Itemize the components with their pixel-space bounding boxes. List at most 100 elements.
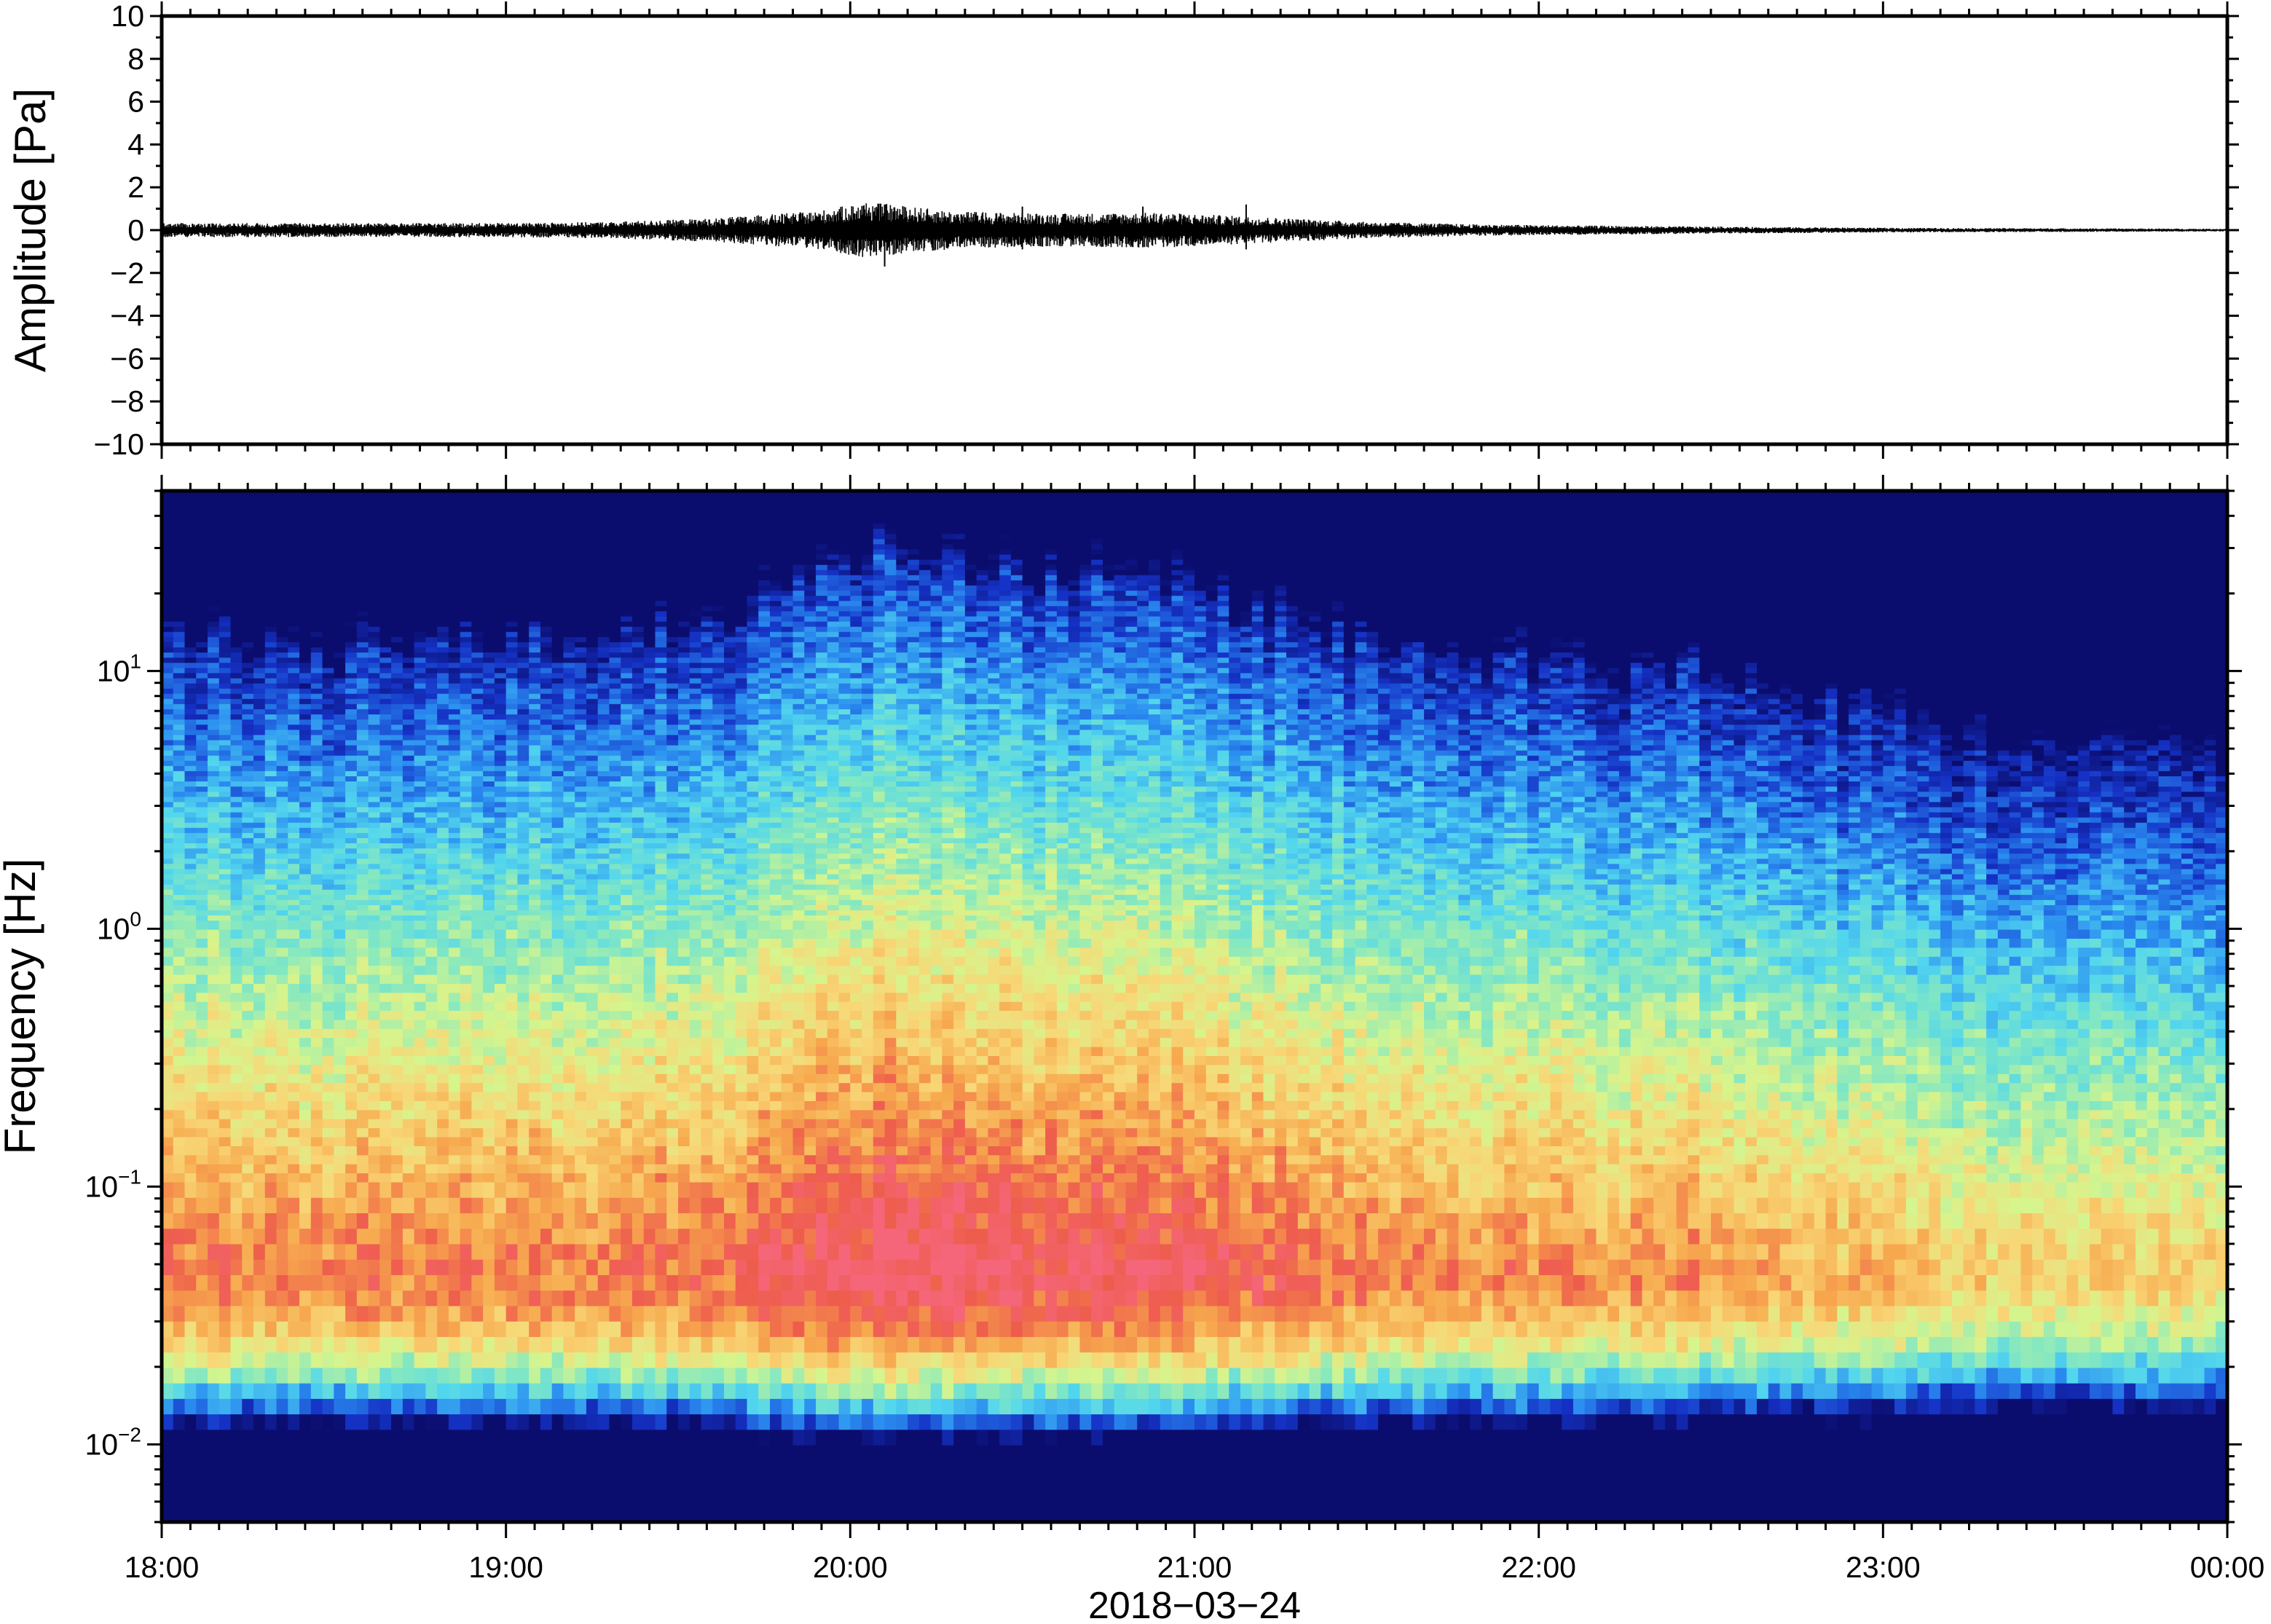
spectrogram-cell (483, 1163, 495, 1174)
spectrogram-cell (483, 585, 495, 591)
spectrogram-cell (322, 559, 335, 565)
spectrogram-cell (471, 1382, 484, 1399)
spectrogram-cell (208, 816, 220, 823)
spectrogram-cell (173, 667, 186, 674)
spectrogram-cell (264, 1197, 278, 1213)
spectrogram-cell (460, 734, 473, 741)
spectrogram-cell (505, 1037, 519, 1047)
spectrogram-cell (288, 719, 300, 725)
spectrogram-cell (299, 770, 312, 776)
spectrogram-cell (540, 947, 553, 957)
spectrogram-cell (517, 1320, 530, 1337)
spectrogram-cell (529, 868, 541, 875)
spectrogram-cell (437, 1055, 449, 1065)
spectrogram-cell (322, 1491, 335, 1507)
spectrogram-cell (334, 1429, 346, 1446)
spectrogram-cell (517, 703, 530, 709)
spectrogram-cell (529, 1460, 541, 1477)
spectrogram-cell (162, 974, 174, 984)
spectrogram-cell (551, 518, 564, 524)
spectrogram-cell (253, 508, 266, 513)
spectrogram-cell (230, 1382, 243, 1399)
spectrogram-cell (379, 920, 392, 930)
spectrogram-cell (402, 1228, 415, 1245)
spectrogram-cell (414, 744, 427, 751)
spectrogram-cell (529, 1037, 541, 1047)
spectrogram-cell (529, 1258, 541, 1275)
spectrogram-cell (356, 729, 369, 736)
spectrogram-cell (460, 853, 473, 859)
spectrogram-cell (322, 1100, 335, 1111)
spectrogram-cell (356, 1429, 369, 1446)
spectrogram-cell (253, 1127, 266, 1138)
spectrogram-cell (529, 947, 541, 957)
spectrogram-cell (563, 1181, 575, 1198)
spectrogram-cell (551, 590, 564, 596)
spectrogram-cell (517, 827, 530, 833)
spectrogram-cell (505, 585, 519, 591)
spectrogram-cell (402, 626, 415, 632)
spectrogram-cell (483, 739, 495, 746)
spectrogram-cell (288, 1118, 300, 1129)
spectrogram-cell (242, 1028, 254, 1038)
spectrogram-cell (471, 528, 484, 535)
spectrogram-cell (276, 1163, 289, 1174)
spectrogram-cell (379, 863, 392, 870)
spectrogram-cell (322, 1398, 335, 1415)
spectrogram-cell (219, 543, 232, 550)
spectrogram-cell (345, 929, 358, 939)
spectrogram-cell (368, 553, 381, 560)
spectrogram-cell (173, 816, 186, 823)
spectrogram-cell (551, 868, 564, 875)
spectrogram-cell (356, 672, 369, 679)
spectrogram-cell (483, 744, 495, 751)
spectrogram-cell (242, 1127, 254, 1138)
spectrogram-cell (264, 1082, 278, 1092)
spectrogram-cell (264, 1055, 278, 1065)
spectrogram-cell (448, 1136, 461, 1146)
spectrogram-cell (184, 938, 197, 948)
spectrogram-cell (334, 600, 346, 607)
spectrogram-cell (540, 642, 553, 647)
spectrogram-cell (483, 1109, 495, 1119)
spectrogram-cell (505, 610, 519, 617)
spectrogram-cell (368, 682, 381, 689)
spectrogram-cell (299, 513, 312, 519)
spectrogram-cell (242, 878, 254, 885)
spectrogram-cell (288, 837, 300, 844)
spectrogram-cell (437, 1163, 449, 1174)
spectrogram-cell (517, 1091, 530, 1102)
spectrogram-cell (253, 1118, 266, 1129)
spectrogram-cell (162, 543, 174, 550)
spectrogram-cell (334, 837, 346, 844)
spectrogram-cell (414, 672, 427, 679)
spectrogram-cell (379, 811, 392, 818)
spectrogram-cell (540, 791, 553, 797)
spectrogram-cell (288, 888, 300, 895)
spectrogram-cell (208, 677, 220, 684)
spectrogram-cell (379, 1136, 392, 1146)
spectrogram-cell (379, 749, 392, 756)
spectrogram-cell (379, 1320, 392, 1337)
spectrogram-cell (517, 1352, 530, 1368)
spectrogram-cell (505, 806, 519, 813)
spectrogram-cell (253, 1055, 266, 1065)
spectrogram-cell (299, 781, 312, 787)
spectrogram-cell (219, 553, 232, 560)
spectrogram-cell (402, 910, 415, 916)
spectrogram-cell (184, 983, 197, 993)
spectrogram-cell (356, 1037, 369, 1047)
spectrogram-cell (494, 1001, 507, 1012)
spectrogram-cell (540, 1037, 553, 1047)
spectrogram-cell (540, 518, 553, 524)
spectrogram-cell (414, 1118, 427, 1129)
spectrogram-cell (505, 687, 519, 694)
spectrogram-cell (230, 1172, 243, 1183)
spectrogram-cell (563, 1127, 575, 1138)
spectrogram-cell (253, 811, 266, 818)
spectrogram-cell (264, 920, 278, 930)
spectrogram-cell (402, 595, 415, 602)
spectrogram-cell (563, 1320, 575, 1337)
spectrogram-cell (242, 974, 254, 984)
spectrogram-cell (437, 682, 449, 689)
